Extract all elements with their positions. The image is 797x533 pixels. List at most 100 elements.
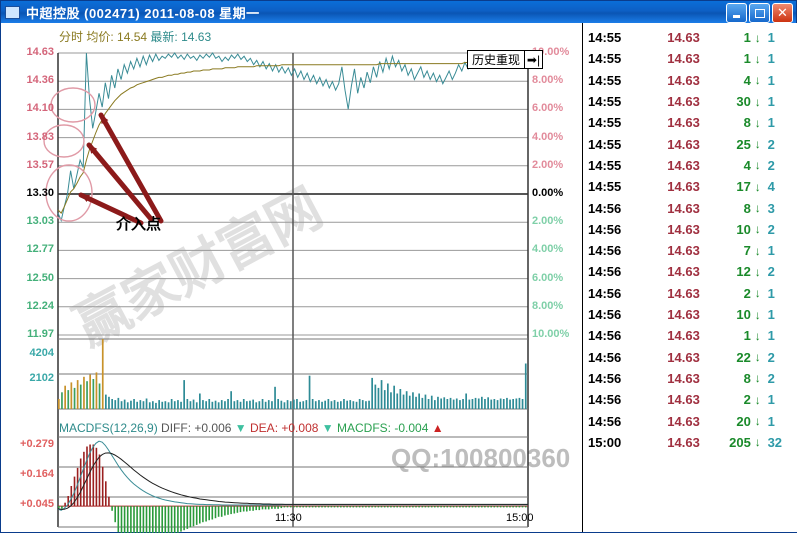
trade-ticker-pane[interactable]: 14:55 14.63 1 ↓ 1 14:55 14.63 1 ↓ 1 14:55 14.63 4 ↓ 1 1… xyxy=(582,23,797,532)
history-replay-label: 历史重现 xyxy=(472,53,521,67)
ticker-price: 14.63 xyxy=(667,434,700,450)
ticker-row[interactable]: 14:56 14.63 8 ↓ 3 xyxy=(583,197,797,218)
ticker-time: 14:55 xyxy=(588,136,622,152)
percent-axis-label: 0.00% xyxy=(532,187,564,199)
ticker-count: 3 xyxy=(767,200,775,216)
macd-diff-label: DIFF: xyxy=(161,421,192,435)
ticker-row[interactable]: 14:56 14.63 10 ↓ 2 xyxy=(583,219,797,240)
ticker-down-arrow-icon: ↓ xyxy=(754,243,761,258)
ticker-row[interactable]: 14:56 14.63 12 ↓ 2 xyxy=(583,261,797,282)
ticker-volume: 20 xyxy=(736,413,751,429)
ticker-count: 1 xyxy=(767,307,775,323)
ticker-volume: 12 xyxy=(736,264,751,280)
ticker-price: 14.63 xyxy=(667,349,700,365)
macd-value-label: MACDFS: xyxy=(337,421,391,435)
ticker-price: 14.63 xyxy=(667,115,700,131)
ticker-time: 14:55 xyxy=(588,94,622,110)
ticker-row[interactable]: 14:55 14.63 30 ↓ 1 xyxy=(583,91,797,112)
ticker-row[interactable]: 14:55 14.63 8 ↓ 1 xyxy=(583,112,797,133)
price-axis-label: 12.77 xyxy=(26,243,54,255)
ticker-volume: 8 xyxy=(743,200,751,216)
macd-axis-label: +0.045 xyxy=(20,498,54,510)
ticker-row[interactable]: 14:56 14.63 10 ↓ 1 xyxy=(583,304,797,325)
ticker-price: 14.63 xyxy=(667,30,700,46)
ticker-volume: 205 xyxy=(729,434,751,450)
last-price-value: 14.63 xyxy=(181,30,212,44)
percent-axis-label: 4.00% xyxy=(532,131,564,143)
ticker-count: 1 xyxy=(767,392,775,408)
percent-axis-label: 8.00% xyxy=(532,74,564,86)
ticker-time: 14:55 xyxy=(588,157,622,173)
ticker-down-arrow-icon: ↓ xyxy=(754,392,761,407)
ticker-price: 14.63 xyxy=(667,136,700,152)
ticker-count: 2 xyxy=(767,221,775,237)
ticker-count: 1 xyxy=(767,72,775,88)
ticker-volume: 7 xyxy=(743,243,751,259)
ticker-row[interactable]: 14:56 14.63 1 ↓ 1 xyxy=(583,325,797,346)
ticker-volume: 17 xyxy=(736,179,751,195)
ticker-time: 14:56 xyxy=(588,349,622,365)
ticker-row[interactable]: 14:55 14.63 1 ↓ 1 xyxy=(583,48,797,69)
ticker-time: 14:56 xyxy=(588,243,622,259)
window-controls: ✕ xyxy=(726,3,793,23)
price-axis-label: 14.63 xyxy=(26,46,54,58)
maximize-button[interactable] xyxy=(749,3,770,23)
volume-axis-label: 4204 xyxy=(29,347,54,359)
ticker-count: 2 xyxy=(767,349,775,365)
history-replay-button[interactable]: 历史重现 ➡| xyxy=(467,50,544,69)
ticker-price: 14.63 xyxy=(667,94,700,110)
ticker-row[interactable]: 14:55 14.63 4 ↓ 1 xyxy=(583,70,797,91)
ticker-count: 1 xyxy=(767,115,775,131)
ticker-count: 1 xyxy=(767,94,775,110)
last-price-label: 最新: xyxy=(150,30,178,44)
ticker-time: 14:56 xyxy=(588,264,622,280)
price-axis-label: 12.50 xyxy=(26,272,54,284)
macd-name-label: MACDFS(12,26,9) xyxy=(59,421,158,435)
ticker-down-arrow-icon: ↓ xyxy=(754,286,761,301)
macd-header: MACDFS(12,26,9) DIFF: +0.006 ▼ DEA: +0.0… xyxy=(59,421,444,435)
close-button[interactable]: ✕ xyxy=(772,3,793,23)
ticker-time: 14:55 xyxy=(588,179,622,195)
ticker-down-arrow-icon: ↓ xyxy=(754,435,761,450)
ticker-row[interactable]: 14:56 14.63 22 ↓ 2 xyxy=(583,347,797,368)
ticker-price: 14.63 xyxy=(667,285,700,301)
ticker-row[interactable]: 14:56 14.63 20 ↓ 1 xyxy=(583,410,797,431)
ticker-price: 14.63 xyxy=(667,157,700,173)
ticker-volume: 1 xyxy=(743,30,751,46)
ticker-row[interactable]: 14:55 14.63 25 ↓ 2 xyxy=(583,134,797,155)
chart-pane: 赢家财富网 QQ:100800360 分时 均价: 14.54 最新: 14.6… xyxy=(1,23,581,533)
ticker-down-arrow-icon: ↓ xyxy=(754,30,761,45)
ticker-volume: 2 xyxy=(743,285,751,301)
ticker-time: 14:56 xyxy=(588,200,622,216)
ticker-price: 14.63 xyxy=(667,243,700,259)
ticker-row[interactable]: 14:55 14.63 4 ↓ 2 xyxy=(583,155,797,176)
ticker-volume: 8 xyxy=(743,370,751,386)
ticker-row[interactable]: 15:00 14.63 205 ↓ 32 xyxy=(583,432,797,453)
ticker-time: 14:56 xyxy=(588,307,622,323)
macd-axis-label: +0.164 xyxy=(20,468,54,480)
window-icon xyxy=(5,5,20,19)
ticker-volume: 10 xyxy=(736,221,751,237)
macd-diff-value: +0.006 xyxy=(194,421,232,435)
ticker-down-arrow-icon: ↓ xyxy=(754,264,761,279)
volume-axis-label: 2102 xyxy=(29,372,54,384)
ticker-row[interactable]: 14:55 14.63 17 ↓ 4 xyxy=(583,176,797,197)
ticker-row[interactable]: 14:56 14.63 7 ↓ 1 xyxy=(583,240,797,261)
ticker-down-arrow-icon: ↓ xyxy=(754,137,761,152)
ticker-volume: 4 xyxy=(743,157,751,173)
ticker-price: 14.63 xyxy=(667,307,700,323)
ticker-row[interactable]: 14:56 14.63 8 ↓ 2 xyxy=(583,368,797,389)
ticker-row[interactable]: 14:56 14.63 2 ↓ 1 xyxy=(583,389,797,410)
ticker-time: 14:56 xyxy=(588,370,622,386)
macd-dea-label: DEA: xyxy=(250,421,279,435)
minimize-button[interactable] xyxy=(726,3,747,23)
ticker-row[interactable]: 14:56 14.63 2 ↓ 1 xyxy=(583,283,797,304)
ticker-row[interactable]: 14:55 14.63 1 ↓ 1 xyxy=(583,27,797,48)
ticker-time: 14:56 xyxy=(588,413,622,429)
ticker-down-arrow-icon: ↓ xyxy=(754,179,761,194)
ticker-count: 1 xyxy=(767,413,775,429)
avg-price-label: 均价: xyxy=(86,30,114,44)
window-titlebar: 中超控股 (002471) 2011-08-08 星期一 ✕ xyxy=(1,1,796,23)
ticker-price: 14.63 xyxy=(667,392,700,408)
